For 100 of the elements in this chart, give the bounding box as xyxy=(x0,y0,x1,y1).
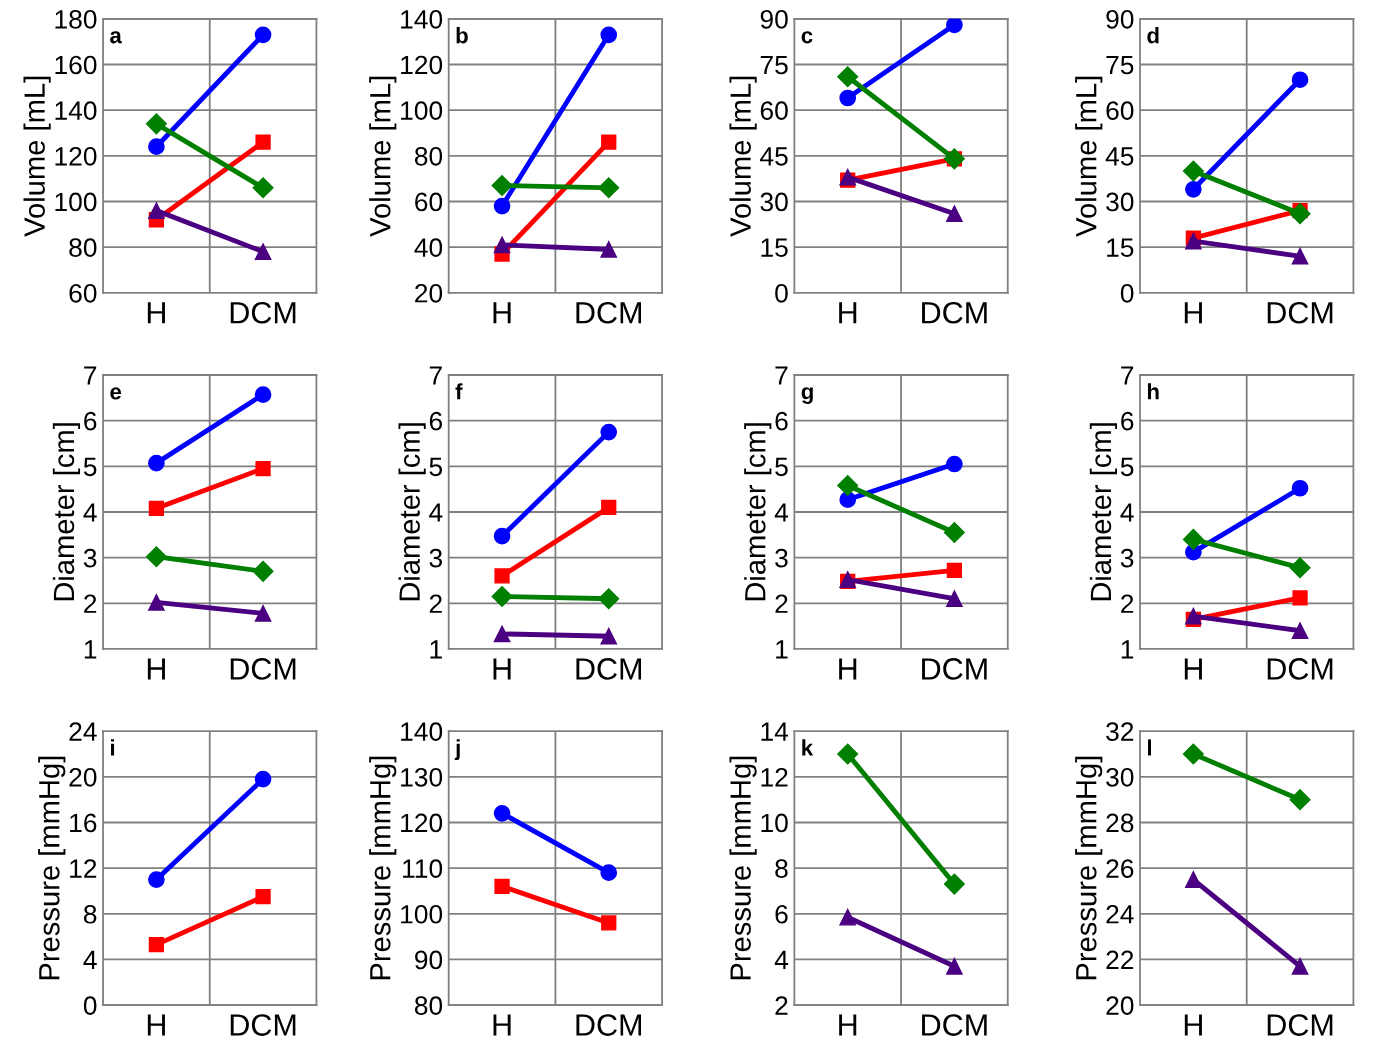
point xyxy=(598,177,620,199)
y-tick-label: 6 xyxy=(775,411,788,431)
x-tick-label: H xyxy=(1184,658,1202,680)
y-tick-label: 26 xyxy=(1106,859,1134,878)
x-tick-label: H xyxy=(147,1014,165,1036)
point xyxy=(1185,232,1202,250)
y-tick-label: 60 xyxy=(1106,101,1134,120)
y-tick-label: 110 xyxy=(403,859,443,878)
point xyxy=(494,568,510,584)
chart-title: k xyxy=(802,739,814,756)
y-tick-label: 2 xyxy=(1121,594,1134,613)
chart-title: a xyxy=(110,31,122,44)
chart-title: j xyxy=(454,739,460,761)
point xyxy=(1185,180,1202,198)
x-tick-label: H xyxy=(493,302,511,324)
x-tick-label: DCM xyxy=(1267,301,1333,324)
y-axis-title: Diameter [cm] xyxy=(744,423,772,601)
x-tick-label: DCM xyxy=(230,1014,296,1036)
chart-title: l xyxy=(1147,739,1152,756)
y-tick-label: 5 xyxy=(775,457,788,477)
chart-title: c xyxy=(801,31,813,44)
chart-title: g xyxy=(801,387,813,404)
y-tick-label: 6 xyxy=(775,904,788,924)
point xyxy=(600,423,618,441)
y-tick-label: 75 xyxy=(1106,55,1134,75)
point xyxy=(839,908,857,926)
y-axis-title: Diameter [cm] xyxy=(52,423,81,601)
x-tick-label: H xyxy=(147,302,165,324)
y-tick-label: 6 xyxy=(1121,411,1134,431)
point xyxy=(494,878,510,895)
x-tick-label: DCM xyxy=(1267,658,1333,680)
point xyxy=(1289,557,1311,579)
point xyxy=(839,89,857,107)
x-tick-label: H xyxy=(1184,1014,1202,1036)
x-tick-label: H xyxy=(839,658,857,680)
y-tick-label: 4 xyxy=(429,503,443,522)
chart-title: e xyxy=(110,387,122,400)
point xyxy=(600,241,618,258)
point xyxy=(946,957,963,975)
point xyxy=(1291,71,1309,89)
y-tick-label: 45 xyxy=(760,147,788,166)
point xyxy=(493,527,511,545)
y-tick-label: 7 xyxy=(84,366,97,385)
y-tick-label: 12 xyxy=(70,859,97,878)
chart-title: d xyxy=(1147,27,1159,44)
point xyxy=(254,386,272,403)
point xyxy=(254,605,272,622)
chart-title: b xyxy=(456,27,468,44)
point xyxy=(145,113,167,135)
y-tick-label: 1 xyxy=(430,640,442,659)
chart-title: f xyxy=(455,383,463,400)
x-tick-label: DCM xyxy=(576,658,642,680)
y-tick-label: 90 xyxy=(760,9,788,29)
point xyxy=(255,134,271,150)
y-tick-label: 1 xyxy=(776,640,788,659)
point xyxy=(837,66,859,88)
x-tick-label: H xyxy=(839,1014,857,1036)
point xyxy=(600,26,618,44)
x-tick-label: H xyxy=(493,1014,511,1036)
y-tick-label: 60 xyxy=(69,283,97,303)
y-axis-title: Diameter [cm] xyxy=(1089,423,1118,601)
y-tick-label: 100 xyxy=(55,192,97,212)
chart-title: i xyxy=(111,739,115,756)
point xyxy=(1182,528,1204,550)
y-tick-label: 2 xyxy=(775,594,788,613)
point xyxy=(1182,160,1204,182)
point xyxy=(946,18,963,34)
y-tick-label: 4 xyxy=(774,503,789,522)
point xyxy=(839,168,857,186)
y-tick-label: 90 xyxy=(415,950,443,970)
point xyxy=(598,588,620,610)
point xyxy=(148,936,165,953)
point xyxy=(148,594,165,611)
y-tick-label: 3 xyxy=(775,548,788,568)
y-axis-title: Volume [mL] xyxy=(1075,76,1103,237)
y-tick-label: 7 xyxy=(775,366,788,385)
point xyxy=(148,202,165,219)
x-tick-label: DCM xyxy=(1267,1014,1333,1036)
y-tick-label: 20 xyxy=(1106,996,1134,1015)
point xyxy=(1185,871,1202,888)
y-tick-label: 4 xyxy=(1120,503,1134,522)
y-tick-label: 5 xyxy=(1120,457,1134,477)
y-axis-title: Diameter [cm] xyxy=(398,423,426,601)
point xyxy=(148,454,165,472)
y-tick-label: 140 xyxy=(401,722,443,741)
point xyxy=(254,770,272,788)
point xyxy=(601,499,617,516)
point xyxy=(1185,607,1202,625)
y-tick-label: 5 xyxy=(429,457,443,477)
y-tick-label: 120 xyxy=(55,146,97,166)
y-axis-title: Volume [mL] xyxy=(369,76,397,237)
y-tick-label: 15 xyxy=(761,238,788,257)
x-tick-label: H xyxy=(1184,302,1202,324)
y-tick-label: 120 xyxy=(401,55,443,75)
y-tick-label: 7 xyxy=(1121,366,1134,385)
y-tick-label: 24 xyxy=(69,722,97,741)
point xyxy=(601,915,617,931)
y-tick-label: 10 xyxy=(761,813,788,833)
point xyxy=(837,743,859,765)
y-tick-label: 1 xyxy=(1121,640,1134,659)
